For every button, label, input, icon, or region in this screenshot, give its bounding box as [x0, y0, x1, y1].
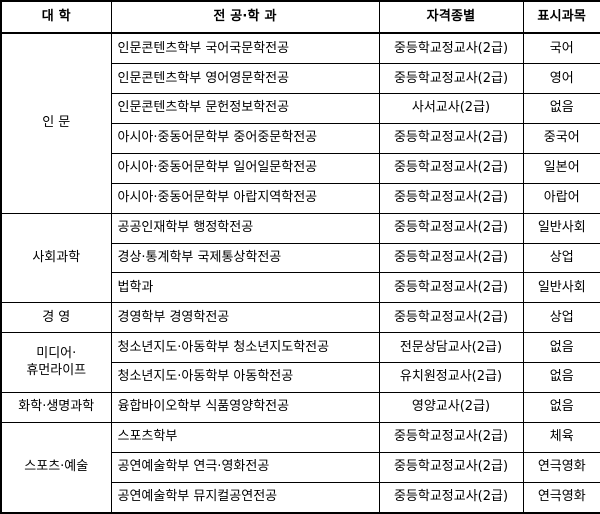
subject-cell: 아랍어 — [522, 182, 600, 214]
table-header: 대 학 전 공·학 과 자격종별 표시과목 — [0, 0, 600, 34]
certificate-cell: 중등학교정교사(2급) — [378, 32, 524, 65]
college-group-cell: 사회과학 — [0, 212, 112, 304]
major-cell: 청소년지도·아동학부 청소년지도학전공 — [110, 332, 380, 364]
major-cell: 융합바이오학부 식품영양학전공 — [110, 392, 380, 423]
table-row: 사회과학 공공인재학부 행정학전공 중등학교정교사(2급) 일반사회 — [0, 212, 600, 304]
subject-cell: 없음 — [522, 362, 600, 394]
subject-cell: 일본어 — [522, 152, 600, 184]
major-cell: 아시아·중동어문학부 일어일문학전공 — [110, 152, 380, 184]
major-cell: 공연예술학부 연극·영화전공 — [110, 451, 380, 483]
table-row: 미디어· 휴먼라이프 청소년지도·아동학부 청소년지도학전공 전문상담교사(2급) 없음 — [0, 332, 600, 394]
header-college: 대 학 — [0, 0, 112, 34]
certificate-cell: 중등학교정교사(2급) — [378, 272, 524, 304]
subject-cell: 중국어 — [522, 123, 600, 154]
certificate-cell: 중등학교정교사(2급) — [378, 63, 524, 95]
college-group-cell: 스포츠·예술 — [0, 421, 112, 514]
college-group-cell: 경 영 — [0, 302, 112, 334]
subject-cell: 없음 — [522, 93, 600, 125]
subject-cell: 상업 — [522, 302, 600, 334]
certificate-cell: 중등학교정교사(2급) — [378, 152, 524, 184]
subject-cell: 국어 — [522, 32, 600, 65]
subject-cell: 연극영화 — [522, 451, 600, 483]
certificate-cell: 중등학교정교사(2급) — [378, 182, 524, 214]
certificate-cell: 영양교사(2급) — [378, 392, 524, 423]
table-row: 법학과 중등학교정교사(2급) 일반사회 — [1, 272, 600, 304]
certificate-cell: 유치원정교사(2급) — [378, 362, 524, 394]
certificate-cell: 사서교사(2급) — [378, 93, 524, 125]
major-cell: 청소년지도·아동학부 아동학전공 — [110, 362, 380, 394]
subject-cell: 연극영화 — [522, 481, 600, 514]
header-row: 대 학 전 공·학 과 자격종별 표시과목 — [0, 0, 600, 34]
major-cell: 아시아·중동어문학부 아랍지역학전공 — [110, 182, 380, 214]
major-cell: 공공인재학부 행정학전공 — [110, 212, 380, 244]
header-major: 전 공·학 과 — [110, 0, 380, 34]
table-row: 공연예술학부 뮤지컬공연전공 중등학교정교사(2급) 연극영화 — [1, 481, 600, 514]
college-group-cell: 인 문 — [0, 32, 112, 214]
certificate-cell: 중등학교정교사(2급) — [378, 123, 524, 154]
subject-cell: 영어 — [522, 63, 600, 95]
certificate-cell: 중등학교정교사(2급) — [378, 421, 524, 453]
table-row: 공연예술학부 연극·영화전공 중등학교정교사(2급) 연극영화 — [1, 451, 600, 483]
table-row: 경 영 경영학부 경영학전공 중등학교정교사(2급) 상업 — [0, 302, 600, 334]
subject-cell: 상업 — [522, 242, 600, 274]
certificate-cell: 중등학교정교사(2급) — [378, 451, 524, 483]
table-row: 아시아·중동어문학부 중어중문학전공 중등학교정교사(2급) 중국어 — [1, 123, 600, 154]
college-group-cell: 미디어· 휴먼라이프 — [0, 332, 112, 394]
header-subject: 표시과목 — [522, 0, 600, 34]
major-cell: 스포츠학부 — [110, 421, 380, 453]
certificate-cell: 중등학교정교사(2급) — [378, 302, 524, 334]
table-row: 아시아·중동어문학부 일어일문학전공 중등학교정교사(2급) 일본어 — [1, 152, 600, 184]
major-cell: 법학과 — [110, 272, 380, 304]
certificate-cell: 중등학교정교사(2급) — [378, 212, 524, 244]
subject-cell: 체육 — [522, 421, 600, 453]
table-body: 인 문 인문콘텐츠학부 국어국문학전공 중등학교정교사(2급) 국어 인문콘텐츠학부 영… — [0, 32, 600, 514]
subject-cell: 일반사회 — [522, 212, 600, 244]
major-cell: 경영학부 경영학전공 — [110, 302, 380, 334]
header-certificate: 자격종별 — [378, 0, 524, 34]
major-cell: 아시아·중동어문학부 중어중문학전공 — [110, 123, 380, 154]
subject-cell: 없음 — [522, 332, 600, 364]
table-row: 인 문 인문콘텐츠학부 국어국문학전공 중등학교정교사(2급) 국어 — [0, 32, 600, 214]
table-row: 화학·생명과학 융합바이오학부 식품영양학전공 영양교사(2급) 없음 — [0, 392, 600, 423]
major-cell: 공연예술학부 뮤지컬공연전공 — [110, 481, 380, 514]
subject-cell: 일반사회 — [522, 272, 600, 304]
college-group-cell: 화학·생명과학 — [0, 392, 112, 423]
major-cell: 인문콘텐츠학부 문헌정보학전공 — [110, 93, 380, 125]
table-row: 경상·통계학부 국제통상학전공 중등학교정교사(2급) 상업 — [1, 242, 600, 274]
certificate-cell: 전문상담교사(2급) — [378, 332, 524, 364]
certificate-cell: 중등학교정교사(2급) — [378, 481, 524, 514]
major-cell: 인문콘텐츠학부 영어영문학전공 — [110, 63, 380, 95]
subject-cell: 없음 — [522, 392, 600, 423]
table-row: 아시아·중동어문학부 아랍지역학전공 중등학교정교사(2급) 아랍어 — [1, 182, 600, 214]
table-row: 청소년지도·아동학부 아동학전공 유치원정교사(2급) 없음 — [1, 362, 600, 394]
major-cell: 인문콘텐츠학부 국어국문학전공 — [110, 32, 380, 65]
certificate-cell: 중등학교정교사(2급) — [378, 242, 524, 274]
major-cell: 경상·통계학부 국제통상학전공 — [110, 242, 380, 274]
table-row: 스포츠·예술 스포츠학부 중등학교정교사(2급) 체육 — [0, 421, 600, 514]
